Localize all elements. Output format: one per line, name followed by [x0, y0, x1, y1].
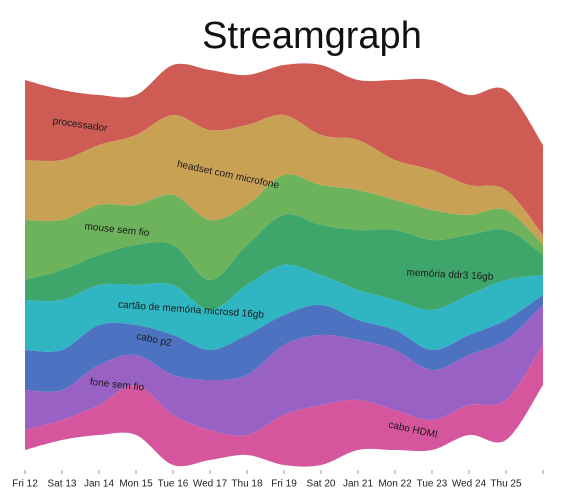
x-tick-label: Jan 14 — [84, 479, 114, 490]
x-tick-label: Tue 23 — [417, 479, 448, 490]
stream — [25, 174, 543, 280]
stream — [25, 63, 543, 235]
chart-title: Streamgraph — [202, 15, 422, 57]
stream — [25, 114, 543, 245]
x-tick-label: Wed 17 — [193, 479, 228, 490]
x-tick-label: Sat 13 — [48, 479, 77, 490]
stream — [25, 295, 543, 392]
x-tick-label: Thu 25 — [490, 479, 522, 490]
stream — [25, 345, 543, 467]
x-tick-label: Fri 12 — [12, 479, 38, 490]
stream-label: memória ddr3 16gb — [406, 267, 494, 283]
x-tick-label: Mon 15 — [119, 479, 153, 490]
x-tick-label: Wed 24 — [452, 479, 487, 490]
x-tick-label: Thu 18 — [231, 479, 263, 490]
x-tick-label: Sat 20 — [307, 479, 336, 490]
stream — [25, 214, 543, 311]
x-tick-label: Jan 21 — [343, 479, 373, 490]
x-tick-label: Fri 19 — [271, 479, 297, 490]
stream — [25, 305, 543, 436]
x-tick-label: Mon 22 — [378, 479, 412, 490]
x-tick-label: Tue 16 — [158, 479, 189, 490]
stream — [25, 264, 543, 352]
